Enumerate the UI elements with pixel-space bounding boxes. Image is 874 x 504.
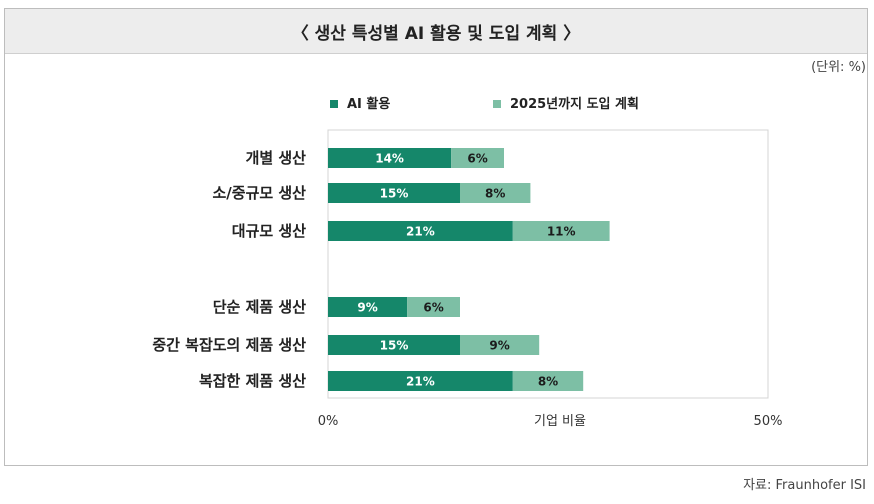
category-label-2: 소/중규모 생산	[212, 184, 306, 202]
bar-chart: 개별 생산 14% 6% 소/중규모 생산 15% 8% 대규모 생산 21% 11% 단순 제품…	[152, 96, 783, 429]
bar-planned-5	[460, 335, 540, 355]
plot-area-border	[327, 129, 769, 399]
data-label-planned-6: 8%	[538, 375, 558, 389]
data-label-planned-3: 11%	[547, 225, 576, 239]
category-label-5: 중간 복잡도의 제품 생산	[152, 336, 306, 354]
data-label-ai-usage-5: 15%	[380, 339, 409, 353]
data-label-planned-4: 6%	[423, 301, 443, 315]
bar-ai-usage-3	[328, 221, 513, 241]
category-label-1: 개별 생산	[246, 149, 307, 167]
bar-ai-usage-4	[328, 297, 408, 317]
x-tick-0: 0%	[318, 414, 339, 429]
data-label-ai-usage-4: 9%	[357, 301, 377, 315]
bar-ai-usage-5	[328, 335, 460, 355]
bar-ai-usage-6	[328, 371, 513, 391]
category-label-6: 복잡한 제품 생산	[199, 372, 306, 390]
bar-planned-6	[512, 371, 584, 391]
bar-planned-2	[460, 183, 531, 203]
legend-swatch-planned	[493, 100, 501, 108]
bar-ai-usage-1	[328, 148, 452, 168]
legend-label-planned: 2025년까지 도입 계획	[510, 96, 639, 112]
bar-planned-3	[512, 221, 610, 241]
data-label-ai-usage-3: 21%	[406, 225, 435, 239]
chart-title: 〈 생산 특성별 AI 활용 및 도입 계획 〉	[5, 9, 867, 54]
data-label-ai-usage-1: 14%	[375, 152, 404, 166]
data-label-planned-2: 8%	[485, 187, 505, 201]
bar-planned-1	[451, 148, 504, 168]
category-label-4: 단순 제품 생산	[213, 298, 306, 316]
bar-ai-usage-2	[328, 183, 460, 203]
source-note: 자료: Fraunhofer ISI	[743, 478, 866, 493]
x-axis-label: 기업 비율	[534, 414, 586, 429]
data-label-ai-usage-2: 15%	[380, 187, 409, 201]
category-label-3: 대규모 생산	[232, 222, 306, 240]
bar-planned-4	[407, 297, 460, 317]
data-label-ai-usage-6: 21%	[406, 375, 435, 389]
unit-label: (단위: %)	[811, 60, 866, 75]
legend-label-ai-usage: AI 활용	[347, 96, 390, 112]
legend-swatch-ai-usage	[330, 100, 338, 108]
data-label-planned-1: 6%	[467, 152, 487, 166]
data-label-planned-5: 9%	[489, 339, 509, 353]
x-tick-50: 50%	[754, 414, 783, 429]
